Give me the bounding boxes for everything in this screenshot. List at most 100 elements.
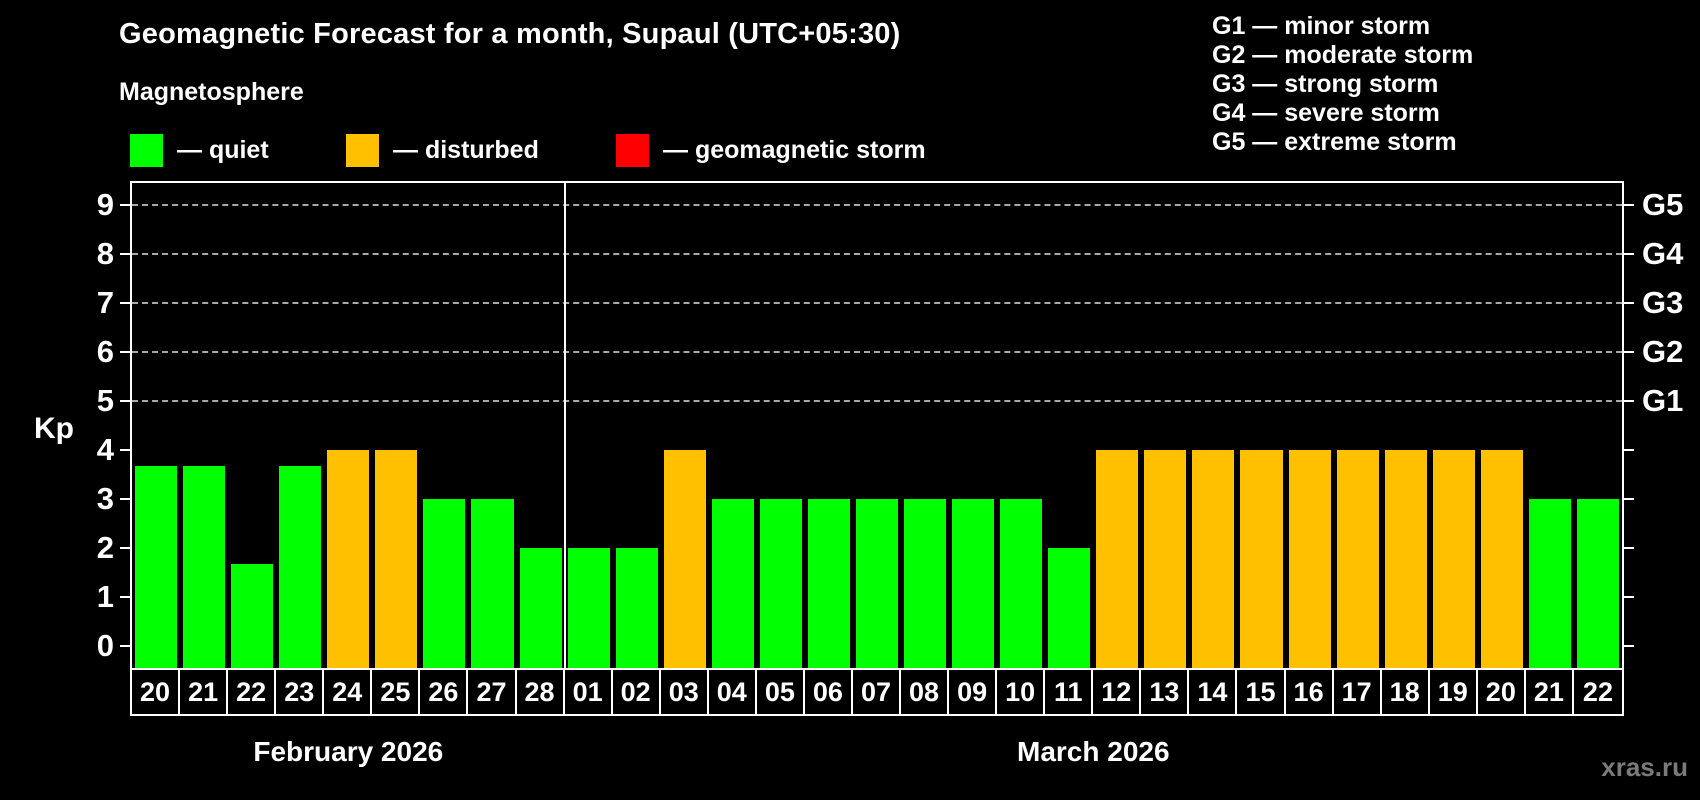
g-level-label-g5: G5 <box>1642 187 1684 223</box>
y-tick-right <box>1624 497 1634 500</box>
y-tick-left <box>120 497 130 500</box>
y-tick-label: 8 <box>96 236 114 272</box>
y-tick-right <box>1624 204 1634 207</box>
kp-bar <box>615 547 658 668</box>
kp-bar <box>1288 450 1331 668</box>
y-tick-left <box>120 302 130 305</box>
date-cell: 18 <box>1382 670 1430 714</box>
kp-bar <box>1144 450 1187 668</box>
y-tick-right <box>1624 351 1634 353</box>
y-tick-right <box>1624 595 1634 598</box>
storm-scale-g2: G2 — moderate storm <box>1212 41 1474 69</box>
y-tick-label: 7 <box>96 285 114 321</box>
y-tick-label: 9 <box>96 187 114 223</box>
kp-bar <box>375 450 418 668</box>
month-divider-line <box>563 183 566 668</box>
y-tick-label: 4 <box>96 431 114 467</box>
plot-area <box>130 181 1624 670</box>
date-cell: 05 <box>757 670 805 714</box>
kp-bar <box>904 499 947 668</box>
date-cell: 28 <box>517 670 565 714</box>
date-cell: 22 <box>1582 676 1613 707</box>
y-tick-label: 2 <box>96 529 114 565</box>
kp-bar <box>1528 499 1571 668</box>
storm-scale-g3: G3 — strong storm <box>1212 70 1439 98</box>
kp-bar <box>327 450 370 668</box>
date-cell: 21 <box>180 670 229 714</box>
y-tick-right <box>1624 448 1634 451</box>
y-tick-left <box>120 204 130 207</box>
kp-bar <box>952 499 995 668</box>
y-tick-left <box>120 595 130 598</box>
quiet-color-swatch <box>130 133 163 167</box>
legend-item-storm: — geomagnetic storm <box>616 133 926 167</box>
date-cell: 03 <box>661 670 709 714</box>
kp-bar <box>231 564 274 668</box>
kp-bar <box>135 466 178 668</box>
y-tick-right <box>1624 253 1634 256</box>
date-cell: 16 <box>1286 670 1334 714</box>
date-cell: 20 <box>132 670 181 714</box>
kp-bar <box>711 499 754 668</box>
legend-storm-label: — geomagnetic storm <box>663 135 926 164</box>
date-cell: 21 <box>1526 670 1574 714</box>
date-cell: 13 <box>1141 670 1190 714</box>
kp-bar <box>1000 499 1043 668</box>
date-cell: 07 <box>853 670 902 714</box>
kp-bar <box>471 499 514 668</box>
month-label: February 2026 <box>253 736 444 767</box>
date-cell: 02 <box>613 670 661 714</box>
date-cell: 08 <box>901 670 950 714</box>
date-cell: 23 <box>276 670 325 714</box>
y-tick-left <box>120 448 130 451</box>
kp-bar <box>1336 450 1379 668</box>
kp-bar <box>1048 547 1091 668</box>
kp-bar <box>759 499 802 668</box>
y-tick-label: 1 <box>96 578 114 614</box>
y-tick-left <box>120 400 130 402</box>
legend-item-disturbed: — disturbed <box>346 133 539 167</box>
disturbed-color-swatch <box>346 133 379 167</box>
y-tick-right <box>1624 546 1634 549</box>
g-level-label-g3: G3 <box>1642 285 1684 321</box>
g-level-label-g4: G4 <box>1642 236 1684 272</box>
y-tick-right <box>1624 400 1634 402</box>
legend-item-quiet: — quiet <box>130 133 269 167</box>
kp-bar <box>1384 450 1427 668</box>
date-cell: 06 <box>805 670 853 714</box>
date-cell: 11 <box>1045 670 1094 714</box>
gridline-kp9 <box>132 204 1622 207</box>
kp-bar <box>567 547 610 668</box>
y-tick-right <box>1624 302 1634 305</box>
kp-bar <box>1240 450 1283 668</box>
kp-bar <box>1432 450 1475 668</box>
date-cell: 22 <box>228 670 277 714</box>
y-tick-left <box>120 644 130 647</box>
xras-watermark-link[interactable]: xras.ru <box>1601 752 1688 782</box>
y-tick-left <box>120 351 130 353</box>
gridline-kp5 <box>132 400 1622 402</box>
date-cell: 01 <box>565 670 613 714</box>
kp-bar <box>1096 450 1139 668</box>
y-tick-right <box>1624 644 1634 647</box>
storm-scale-g5: G5 — extreme storm <box>1212 128 1457 156</box>
g-level-label-g2: G2 <box>1642 334 1684 369</box>
gridline-kp7 <box>132 302 1622 305</box>
gridline-kp6 <box>132 351 1622 353</box>
storm-scale-legend: G1 — minor storm G2 — moderate storm G3 … <box>1212 12 1473 157</box>
y-tick-label: 3 <box>96 480 114 516</box>
date-cell: 26 <box>420 670 469 714</box>
date-cell: 15 <box>1237 670 1286 714</box>
kp-bar <box>807 499 850 668</box>
date-axis-strip: 20 21 22 23 24 25 26 27 28 01 02 03 04 05 06 07 08 09 10 11… <box>130 670 1624 716</box>
date-cell: 12 <box>1093 670 1142 714</box>
kp-bar <box>519 547 562 668</box>
date-cell: 25 <box>372 670 421 714</box>
date-cell: 20 <box>1478 670 1526 714</box>
date-cell: 04 <box>709 670 757 714</box>
g-level-label-g1: G1 <box>1642 383 1684 418</box>
magnetosphere-label: Magnetosphere <box>119 78 304 106</box>
y-tick-label: 5 <box>96 383 114 418</box>
date-cell: 27 <box>468 670 517 714</box>
